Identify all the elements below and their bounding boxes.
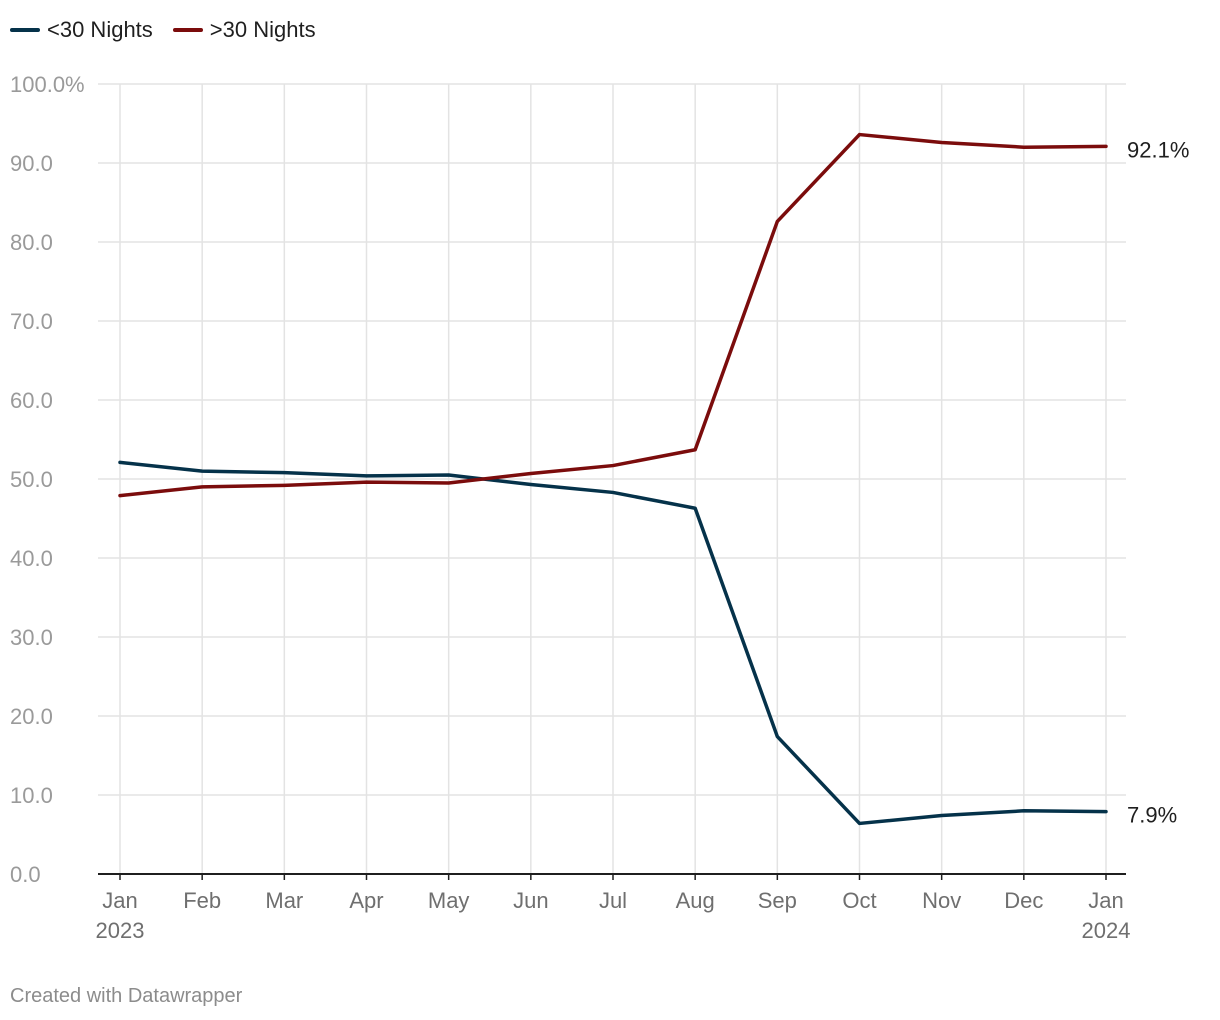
x-tick-label: Feb	[183, 888, 221, 913]
x-tick-label: 2024	[1082, 918, 1131, 943]
legend-swatch-over-30-nights	[172, 28, 203, 32]
legend-swatch-under-30-nights	[10, 28, 40, 32]
series-line-over-30-nights	[118, 132, 1108, 498]
series-line-under-30-nights	[118, 460, 1108, 826]
x-tick-label: Jul	[599, 888, 627, 913]
y-tick-label: 10.0	[10, 783, 53, 808]
x-tick-label: Nov	[922, 888, 961, 913]
x-tick-label: Jan	[102, 888, 137, 913]
y-tick-label: 90.0	[10, 151, 53, 176]
x-tick-label: Jan	[1088, 888, 1123, 913]
legend-item-under-30-nights: <30 Nights	[10, 17, 153, 43]
legend-label-under-30-nights: <30 Nights	[47, 17, 153, 42]
x-tick-label: Mar	[265, 888, 303, 913]
x-tick-label: 2023	[96, 918, 145, 943]
chart-legend: <30 Nights >30 Nights	[10, 16, 316, 44]
end-label-over-30-nights: 92.1%	[1127, 137, 1189, 162]
y-tick-label: 30.0	[10, 625, 53, 650]
y-tick-label: 40.0	[10, 546, 53, 571]
x-tick-label: Jun	[513, 888, 548, 913]
legend-label-over-30-nights: >30 Nights	[209, 17, 316, 42]
y-tick-label: 80.0	[10, 230, 53, 255]
x-tick-label: May	[428, 888, 470, 913]
x-tick-label: Dec	[1004, 888, 1043, 913]
legend-item-over-30-nights: >30 Nights	[172, 17, 316, 43]
y-tick-label: 60.0	[10, 388, 53, 413]
y-tick-label: 50.0	[10, 467, 53, 492]
y-tick-label: 70.0	[10, 309, 53, 334]
end-label-under-30-nights: 7.9%	[1127, 803, 1177, 828]
x-tick-label: Sep	[758, 888, 797, 913]
y-tick-label: 100.0%	[10, 72, 85, 97]
x-tick-label: Aug	[676, 888, 715, 913]
y-tick-label: 0.0	[10, 862, 41, 887]
x-tick-label: Oct	[842, 888, 876, 913]
y-tick-label: 20.0	[10, 704, 53, 729]
credit-text: Created with Datawrapper	[10, 985, 243, 1007]
x-tick-label: Apr	[349, 888, 383, 913]
